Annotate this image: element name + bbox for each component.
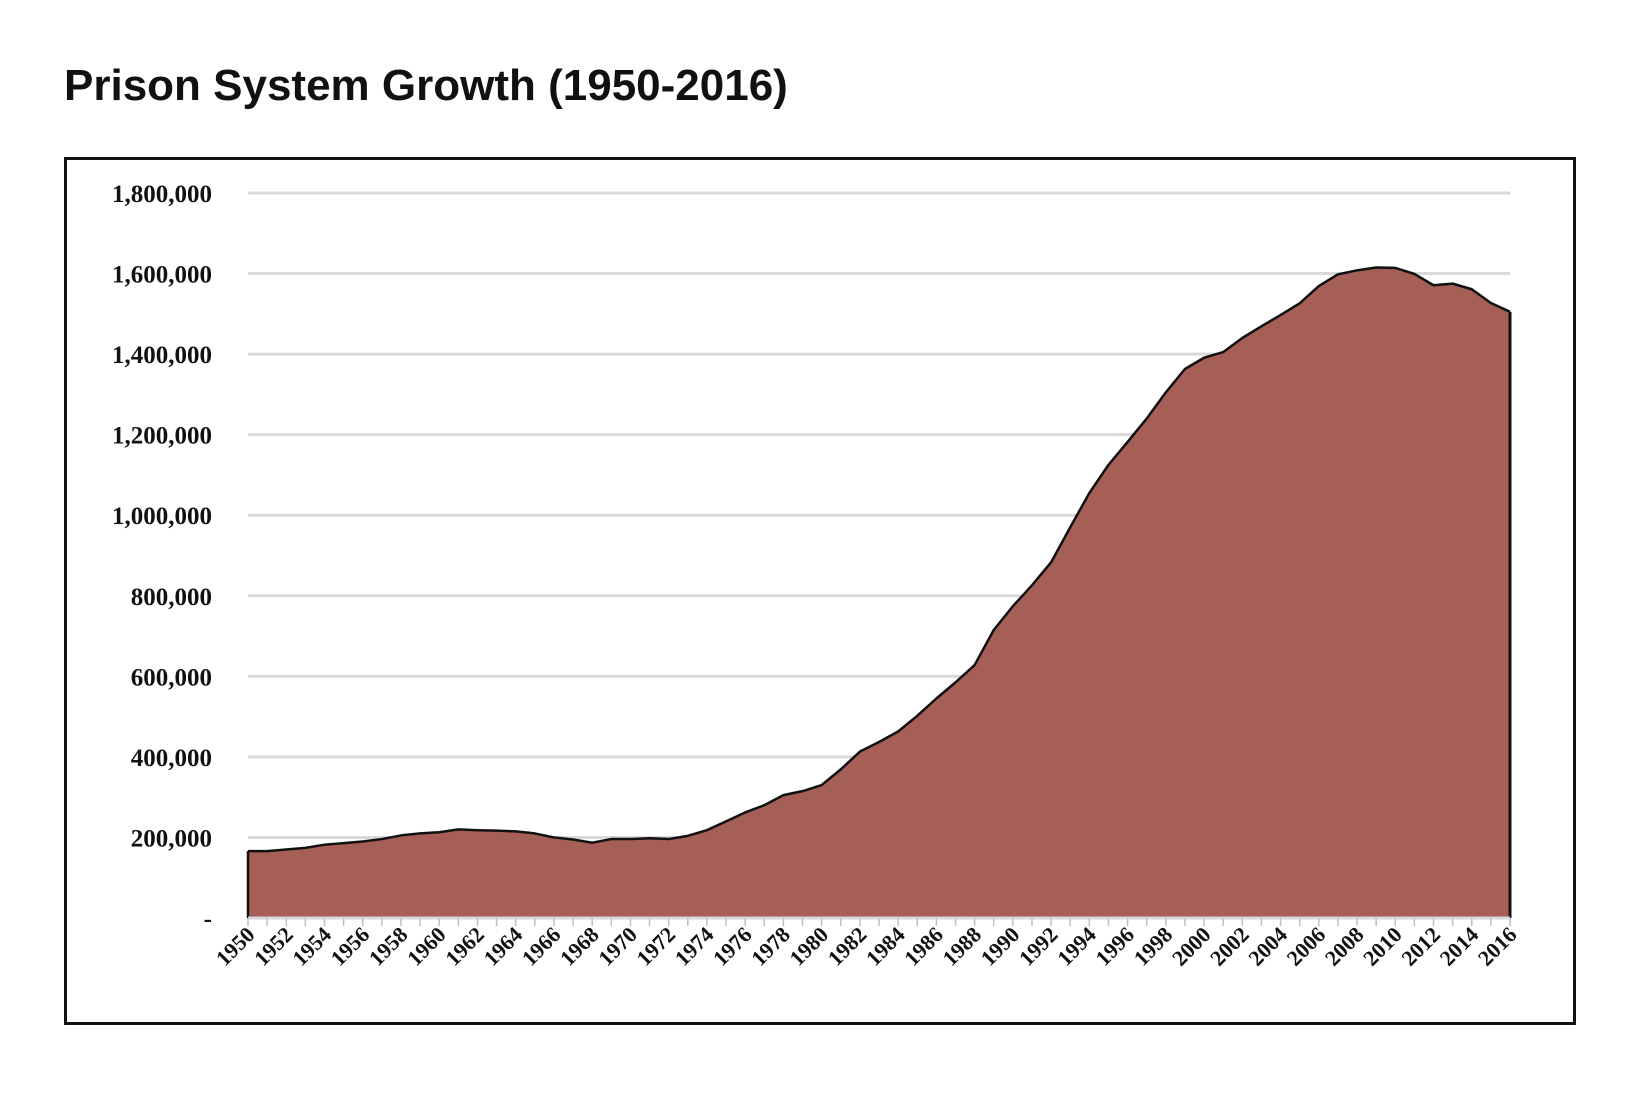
area-outline bbox=[248, 266, 1511, 853]
x-tick-label: 1978 bbox=[746, 922, 795, 971]
area-fill bbox=[248, 267, 1510, 918]
x-tick-label: 2016 bbox=[1473, 922, 1522, 971]
x-tick-label: 1976 bbox=[708, 922, 757, 971]
x-tick-label: 2014 bbox=[1435, 922, 1484, 971]
y-tick-label: 400,000 bbox=[131, 745, 212, 772]
x-tick-label: 2006 bbox=[1282, 922, 1331, 971]
x-tick-label: 1950 bbox=[211, 922, 260, 971]
y-axis: - 200,000 400,000 600,000 800,000 1,000,000 1,… bbox=[112, 181, 212, 933]
x-tick-label: 1966 bbox=[517, 922, 566, 971]
x-tick-label: 1986 bbox=[899, 922, 948, 971]
x-tick-label: 2002 bbox=[1205, 922, 1254, 971]
x-tick-label: 1960 bbox=[402, 922, 451, 971]
x-tick-label: 1996 bbox=[1090, 922, 1139, 971]
x-tick-label: 1954 bbox=[287, 922, 336, 971]
x-tick-label: 2010 bbox=[1358, 922, 1407, 971]
x-tick-label: 1990 bbox=[976, 922, 1025, 971]
x-tick-label: 1958 bbox=[364, 922, 413, 971]
chart-title: Prison System Growth (1950-2016) bbox=[64, 61, 788, 110]
x-tick-label: 1962 bbox=[440, 922, 489, 971]
x-tick-label: 2012 bbox=[1396, 922, 1445, 971]
x-tick-label: 1972 bbox=[631, 922, 680, 971]
area-series bbox=[246, 266, 1512, 918]
x-tick-label: 1992 bbox=[1014, 922, 1063, 971]
x-tick-label: 1988 bbox=[937, 922, 986, 971]
x-tick-label: 1964 bbox=[478, 922, 527, 971]
x-tick-label: 1998 bbox=[1129, 922, 1178, 971]
x-tick-label: 1974 bbox=[670, 922, 719, 971]
y-tick-label: 1,400,000 bbox=[112, 342, 212, 369]
y-tick-label: 1,000,000 bbox=[112, 503, 212, 530]
y-tick-label: 800,000 bbox=[131, 584, 212, 611]
x-tick-label: 1970 bbox=[593, 922, 642, 971]
y-tick-label: 1,200,000 bbox=[112, 423, 212, 450]
y-tick-label: - bbox=[204, 906, 212, 933]
x-tick-label: 1980 bbox=[784, 922, 833, 971]
x-tick-label: 2000 bbox=[1167, 922, 1216, 971]
y-tick-label: 1,800,000 bbox=[112, 181, 212, 208]
y-tick-label: 1,600,000 bbox=[112, 262, 212, 289]
y-tick-label: 200,000 bbox=[131, 825, 212, 852]
x-tick-label: 1984 bbox=[861, 922, 910, 971]
x-axis: 1950195219541956195819601962196419661968… bbox=[211, 916, 1522, 971]
x-tick-label: 2008 bbox=[1320, 922, 1369, 971]
x-tick-label: 1968 bbox=[555, 922, 604, 971]
y-tick-label: 600,000 bbox=[131, 664, 212, 691]
x-tick-label: 1956 bbox=[325, 922, 374, 971]
x-tick-label: 1994 bbox=[1052, 922, 1101, 971]
x-tick-label: 1952 bbox=[249, 922, 298, 971]
x-tick-label: 1982 bbox=[823, 922, 872, 971]
x-tick-label: 2004 bbox=[1243, 922, 1292, 971]
